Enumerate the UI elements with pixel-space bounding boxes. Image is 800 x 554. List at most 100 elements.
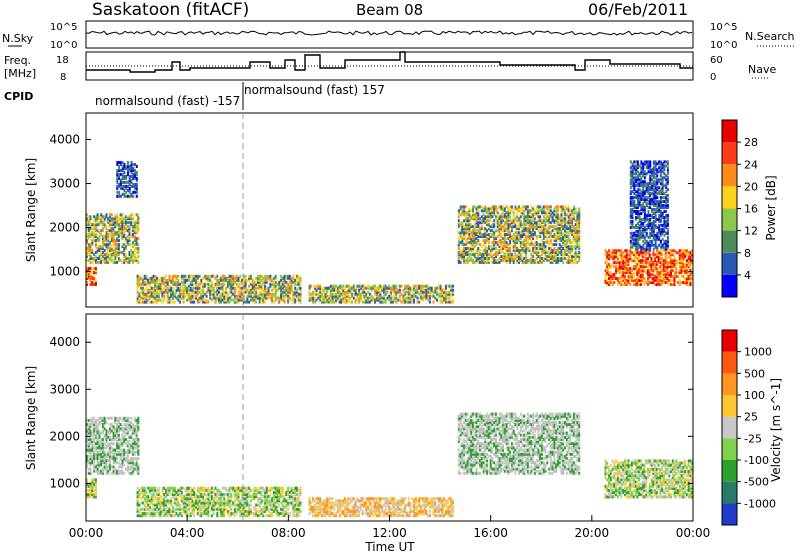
heatmap-cell <box>645 223 648 227</box>
heatmap-cell <box>631 231 634 235</box>
heatmap-cell <box>372 298 375 302</box>
heatmap-cell <box>272 300 275 304</box>
heatmap-cell <box>414 294 417 298</box>
heatmap-cell <box>112 471 115 475</box>
heatmap-cell <box>473 215 476 219</box>
heatmap-cell <box>565 239 568 243</box>
heatmap-cell <box>572 205 575 209</box>
heatmap-cell <box>187 298 190 302</box>
heatmap-cell <box>89 471 92 475</box>
heatmap-cell <box>574 231 577 235</box>
heatmap-cell <box>578 235 581 239</box>
heatmap-cell <box>562 241 565 245</box>
heatmap-cell <box>633 225 636 229</box>
heatmap-cell <box>109 241 111 245</box>
heatmap-cell <box>663 164 666 168</box>
heatmap-cell <box>461 237 464 241</box>
heatmap-cell <box>459 221 462 225</box>
heatmap-cell <box>629 271 632 275</box>
heatmap-cell <box>116 435 119 439</box>
heatmap-cell <box>159 284 162 288</box>
heatmap-cell <box>121 469 124 473</box>
heatmap-cell <box>333 286 336 290</box>
heatmap-cell <box>507 211 510 215</box>
heatmap-cell <box>668 279 671 282</box>
heatmap-cell <box>643 279 646 282</box>
heatmap-cell <box>609 275 612 278</box>
heatmap-cell <box>558 239 561 243</box>
heatmap-cell <box>487 227 490 231</box>
heatmap-cell <box>682 253 685 257</box>
heatmap-cell <box>647 182 650 186</box>
heatmap-cell <box>246 288 249 292</box>
heatmap-cell <box>652 233 655 237</box>
heatmap-cell <box>423 294 426 298</box>
heatmap-cell <box>652 237 655 241</box>
heatmap-cell <box>126 260 129 264</box>
heatmap-cell <box>634 283 637 286</box>
heatmap-cell <box>147 298 150 302</box>
heatmap-cell <box>272 294 275 298</box>
heatmap-cell <box>128 446 131 450</box>
heatmap-cell <box>216 290 219 294</box>
heatmap-cell <box>642 190 645 194</box>
heatmap-cell <box>620 271 623 275</box>
heatmap-cell <box>567 245 570 249</box>
heatmap-cell <box>265 280 268 284</box>
heatmap-cell <box>567 239 570 243</box>
heatmap-cell <box>450 292 453 296</box>
heatmap-cell <box>121 161 124 165</box>
heatmap-cell <box>565 235 568 239</box>
heatmap-cell <box>509 249 512 252</box>
heatmap-cell <box>553 237 556 241</box>
heatmap-cell <box>89 251 92 254</box>
heatmap-cell <box>609 277 612 280</box>
heatmap-cell <box>631 176 634 180</box>
heatmap-cell <box>123 184 126 188</box>
heatmap-cell <box>487 225 490 229</box>
heatmap-cell <box>654 196 657 200</box>
heatmap-cell <box>535 227 538 231</box>
heatmap-cell <box>457 237 460 241</box>
heatmap-cell <box>253 284 256 288</box>
heatmap-cell <box>537 249 540 252</box>
heatmap-cell <box>86 258 88 262</box>
heatmap-cell <box>487 245 490 249</box>
heatmap-cell <box>121 429 124 433</box>
heatmap-cell <box>480 253 483 256</box>
heatmap-cell <box>521 223 524 227</box>
heatmap-cell <box>503 213 506 217</box>
heatmap-cell <box>439 286 442 290</box>
heatmap-cell <box>658 190 661 194</box>
heatmap-cell <box>578 255 581 258</box>
ytick-label: 1000 <box>49 265 80 279</box>
heatmap-cell <box>555 219 558 223</box>
heatmap-cell <box>359 284 362 288</box>
heatmap-cell <box>349 288 352 292</box>
heatmap-cell <box>223 290 226 294</box>
heatmap-cell <box>207 300 210 304</box>
heatmap-cell <box>114 448 117 452</box>
heatmap-cell <box>500 223 503 227</box>
heatmap-cell <box>516 231 519 235</box>
heatmap-cell <box>196 282 199 286</box>
heatmap-cell <box>121 251 124 254</box>
heatmap-cell <box>154 296 157 300</box>
heatmap-cell <box>635 229 638 233</box>
heatmap-cell <box>624 255 626 259</box>
heatmap-cell <box>546 215 549 219</box>
heatmap-cell <box>228 282 231 286</box>
heatmap-cell <box>283 300 286 304</box>
heatmap-cell <box>687 257 690 261</box>
heatmap-cell <box>124 255 127 258</box>
heatmap-cell <box>207 282 210 286</box>
heatmap-cell <box>468 241 471 245</box>
heatmap-cell <box>685 259 688 263</box>
heatmap-cell <box>640 196 643 200</box>
heatmap-cell <box>246 294 249 298</box>
heatmap-cell <box>105 258 108 262</box>
heatmap-cell <box>549 225 552 229</box>
heatmap-cell <box>444 298 447 302</box>
heatmap-cell <box>430 288 433 292</box>
heatmap-cell <box>134 174 137 178</box>
